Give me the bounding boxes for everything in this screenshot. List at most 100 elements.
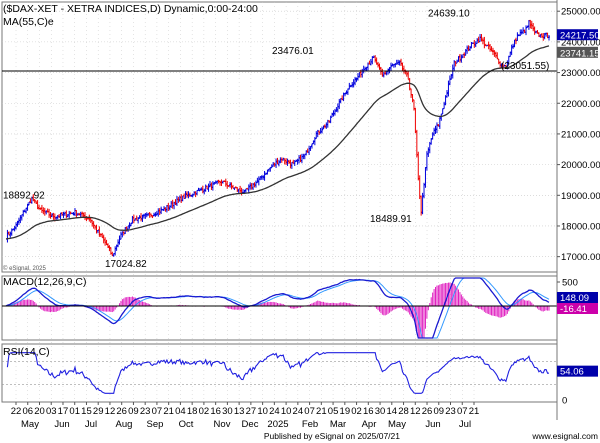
month-label: Jul bbox=[85, 419, 97, 430]
day-tick-label: 20 bbox=[34, 406, 45, 417]
day-tick-label: 05 bbox=[328, 406, 339, 417]
macd-value-tag bbox=[557, 292, 598, 303]
day-tick-label: 21 bbox=[316, 406, 327, 417]
support-line-label: (23051.55) bbox=[501, 61, 549, 72]
price-tick-label: 21000.00 bbox=[561, 129, 600, 140]
month-label: Sep bbox=[147, 419, 164, 430]
day-tick-label: 17 bbox=[58, 406, 69, 417]
day-tick-label: 21 bbox=[469, 406, 480, 417]
day-tick-label: 02 bbox=[351, 406, 362, 417]
price-tick-label: 24000.00 bbox=[561, 37, 600, 48]
price-tick-label: 23000.00 bbox=[561, 68, 600, 79]
month-label: Jun bbox=[425, 419, 440, 430]
day-tick-label: 02 bbox=[199, 406, 210, 417]
macd-line bbox=[5, 277, 550, 339]
rsi-label: RSI(14,C) bbox=[3, 346, 50, 358]
day-tick-label: 27 bbox=[246, 406, 257, 417]
day-tick-label: 30 bbox=[375, 406, 386, 417]
macd-panel[interactable] bbox=[2, 277, 557, 339]
day-tick-label: 14 bbox=[387, 406, 398, 417]
month-label: 2025 bbox=[267, 419, 288, 430]
day-tick-label: 07 bbox=[304, 406, 315, 417]
day-tick-label: 13 bbox=[234, 406, 245, 417]
day-tick-label: 03 bbox=[46, 406, 57, 417]
month-label: Aug bbox=[116, 419, 133, 430]
price-annotation: 18489.91 bbox=[370, 214, 412, 225]
price-annotation: 17024.82 bbox=[105, 259, 147, 270]
day-tick-label: 28 bbox=[398, 406, 409, 417]
month-label: May bbox=[21, 419, 39, 430]
chart-title: ($DAX-XET - XETRA INDICES,D) Dynamic,0:0… bbox=[3, 3, 258, 15]
rsi-value-label: 54.06 bbox=[560, 367, 584, 378]
month-label: Jul bbox=[459, 419, 471, 430]
month-label: Oct bbox=[179, 419, 194, 430]
day-tick-label: 26 bbox=[422, 406, 433, 417]
current-price-label: 24217.50 bbox=[560, 31, 600, 42]
day-tick-label: 24 bbox=[269, 406, 280, 417]
rsi-panel-frame bbox=[1, 343, 558, 403]
macd-signal-line bbox=[5, 277, 550, 339]
day-tick-label: 07 bbox=[152, 406, 163, 417]
price-tick-label: 20000.00 bbox=[561, 160, 600, 171]
watermark: © eSignal, 2025 bbox=[3, 265, 46, 272]
moving-average-line bbox=[5, 45, 550, 240]
day-tick-label: 01 bbox=[69, 406, 80, 417]
month-label: Apr bbox=[362, 419, 377, 430]
axes: 25000.00 24000.00 23000.00 22000.00 21000.00… bbox=[11, 0, 600, 430]
price-tick-label: 19000.00 bbox=[561, 191, 600, 202]
rsi-value-tag bbox=[557, 365, 598, 377]
day-tick-label: 29 bbox=[93, 406, 104, 417]
day-tick-label: 30 bbox=[222, 406, 233, 417]
macd-hist-label: -16.41 bbox=[560, 304, 587, 315]
month-label: Dec bbox=[242, 419, 259, 430]
day-tick-label: 22 bbox=[11, 406, 22, 417]
day-tick-label: 15 bbox=[81, 406, 92, 417]
day-tick-label: 09 bbox=[128, 406, 139, 417]
price-tick-label: 25000.00 bbox=[561, 7, 600, 18]
day-tick-label: 23 bbox=[445, 406, 456, 417]
day-tick-label: 06 bbox=[22, 406, 33, 417]
price-annotation: 18892.92 bbox=[3, 191, 45, 202]
day-tick-label: 12 bbox=[410, 406, 421, 417]
macd-tick-label: 500 bbox=[562, 278, 578, 289]
day-tick-label: 07 bbox=[457, 406, 468, 417]
month-label: Mar bbox=[330, 419, 346, 430]
grid bbox=[2, 2, 557, 402]
ma-value-label: 23741.15 bbox=[560, 48, 600, 59]
ma-value-tag bbox=[557, 46, 598, 58]
day-tick-label: 19 bbox=[340, 406, 351, 417]
day-tick-label: 10 bbox=[281, 406, 292, 417]
day-tick-label: 16 bbox=[210, 406, 221, 417]
month-label: Feb bbox=[302, 419, 318, 430]
price-tick-label: 22000.00 bbox=[561, 99, 600, 110]
macd-hist-tag bbox=[557, 303, 598, 314]
day-tick-label: 16 bbox=[363, 406, 374, 417]
price-annotation: 24639.10 bbox=[428, 8, 470, 19]
day-tick-label: 21 bbox=[163, 406, 174, 417]
month-label: May bbox=[388, 419, 406, 430]
price-tick-label: 17000.00 bbox=[561, 252, 600, 263]
day-tick-label: 10 bbox=[257, 406, 268, 417]
price-annotation: 23476.01 bbox=[272, 46, 314, 57]
day-tick-label: 12 bbox=[105, 406, 116, 417]
rsi-tick-label: 0 bbox=[562, 396, 567, 407]
day-tick-label: 23 bbox=[140, 406, 151, 417]
macd-label: MACD(12,26,9,C) bbox=[3, 276, 86, 288]
footer-published: Published by eSignal on 2025/07/21 bbox=[264, 431, 400, 441]
day-tick-label: 18 bbox=[187, 406, 198, 417]
day-tick-label: 04 bbox=[175, 406, 186, 417]
day-tick-label: 09 bbox=[433, 406, 444, 417]
macd-value-label: 148.09 bbox=[560, 293, 589, 304]
rsi-line bbox=[6, 352, 550, 394]
current-price-tag bbox=[557, 29, 598, 41]
price-panel[interactable]: (23051.55) 18892.92 17024.82 23476.01 18489.… bbox=[2, 8, 557, 270]
ma-label: MA(55,C)e bbox=[3, 16, 54, 28]
price-tick-label: 18000.00 bbox=[561, 221, 600, 232]
footer-site: www.esignal.com bbox=[531, 431, 598, 441]
day-tick-label: 26 bbox=[116, 406, 127, 417]
rsi-panel[interactable] bbox=[2, 352, 557, 394]
month-label: Nov bbox=[214, 419, 231, 430]
month-label: Jun bbox=[54, 419, 69, 430]
day-tick-label: 24 bbox=[293, 406, 304, 417]
